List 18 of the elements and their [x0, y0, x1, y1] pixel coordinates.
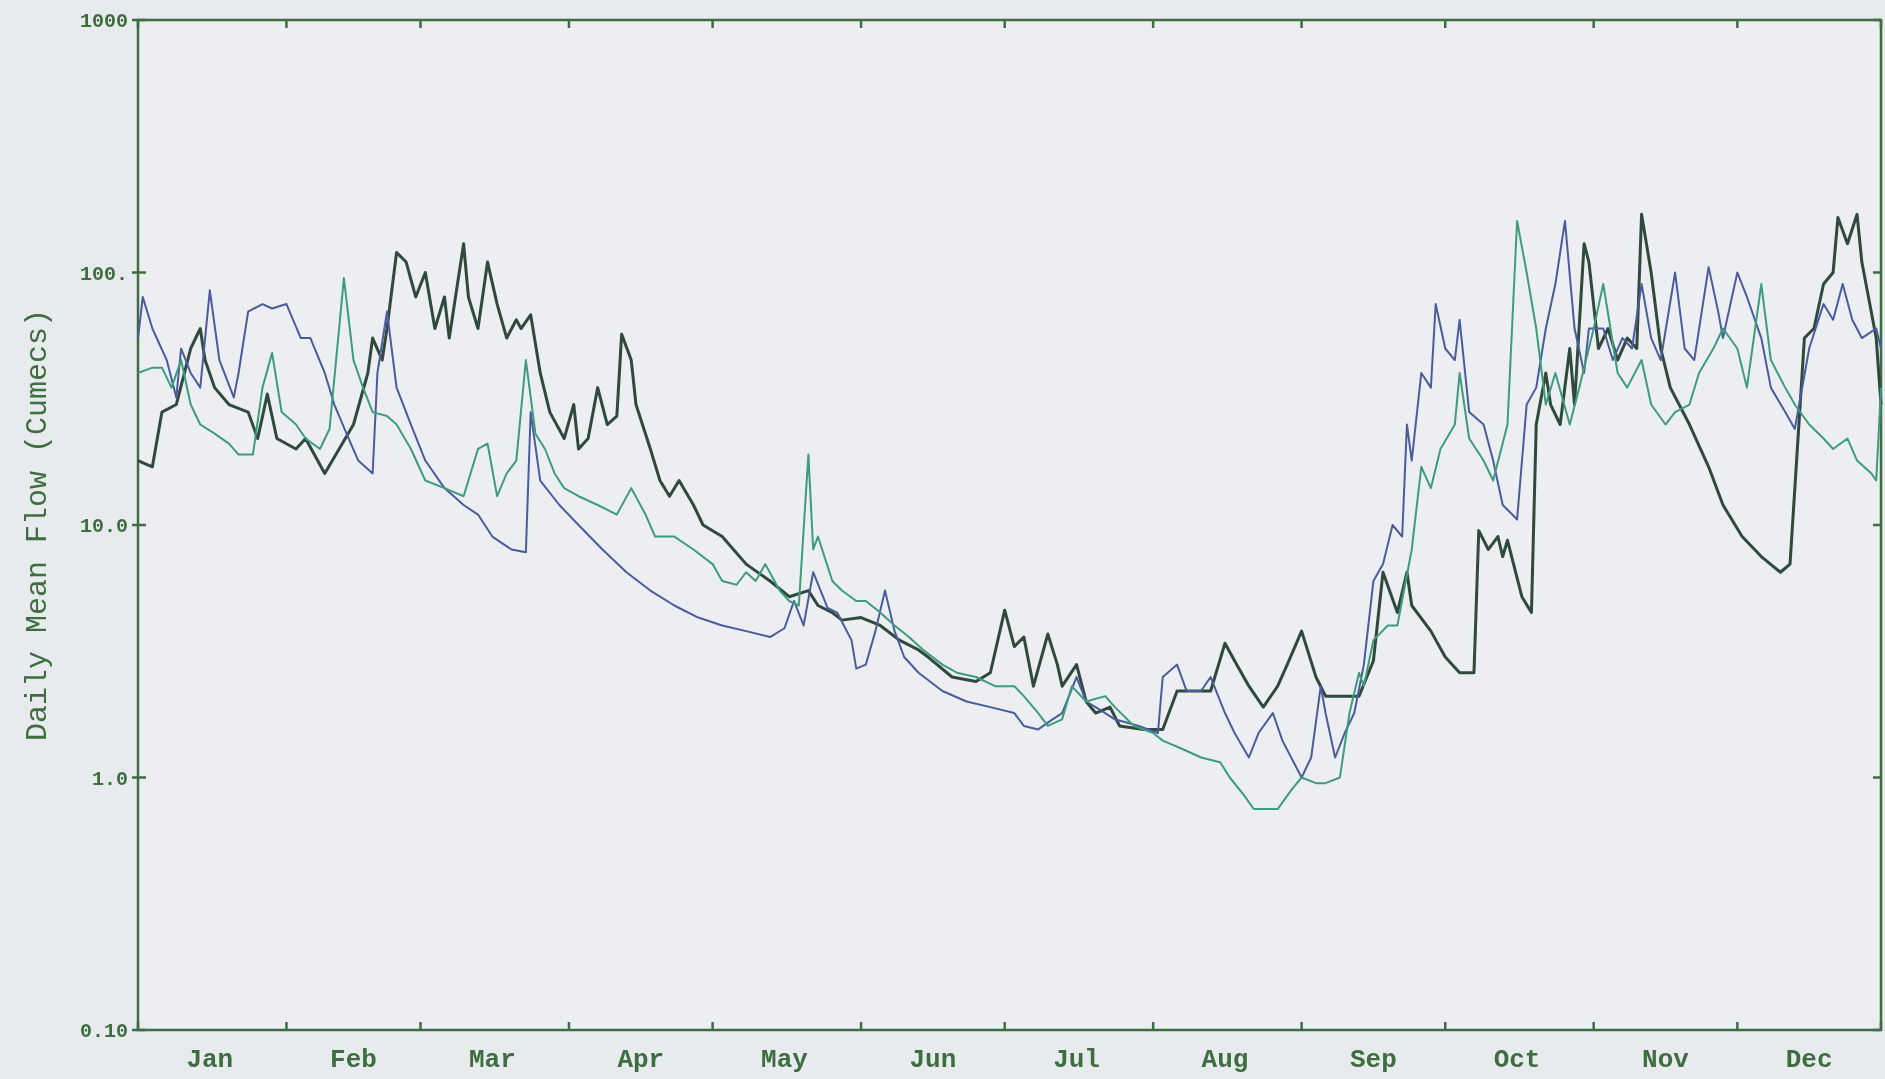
x-tick-label: Dec — [1785, 1045, 1833, 1075]
x-tick-label: Nov — [1642, 1045, 1690, 1075]
x-tick-label: Apr — [617, 1045, 665, 1075]
x-tick-label: Oct — [1493, 1045, 1541, 1075]
x-tick-label: Jan — [186, 1045, 234, 1075]
y-axis-title: Daily Mean Flow (Cumecs) — [21, 308, 55, 742]
y-tick-label: 100. — [79, 262, 128, 286]
x-tick-label: Jun — [909, 1045, 957, 1075]
y-tick-label: 1.0 — [91, 767, 128, 791]
x-tick-label: Aug — [1201, 1045, 1249, 1075]
x-tick-label: Feb — [330, 1045, 377, 1075]
x-tick-label: Sep — [1350, 1045, 1397, 1075]
y-tick-label: 10.0 — [79, 515, 128, 538]
x-tick-label: Mar — [468, 1045, 516, 1075]
y-tick-label: 0.10 — [79, 1020, 128, 1043]
x-tick-label: May — [761, 1045, 809, 1075]
y-tick-label: 1000 — [79, 10, 128, 33]
x-tick-label: Jul — [1053, 1045, 1100, 1075]
